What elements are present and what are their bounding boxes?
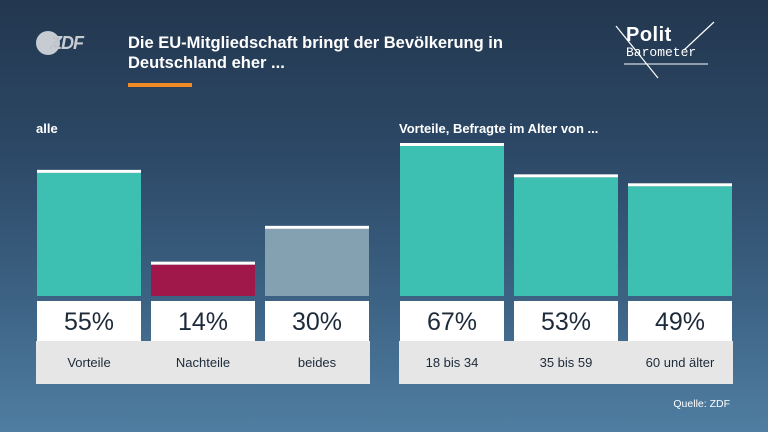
category-label-all-nachteile: Nachteile	[176, 355, 230, 370]
bar-cap-all-vorteile	[37, 169, 141, 173]
category-label-age-35-bis-59: 35 bis 59	[540, 355, 593, 370]
value-label-age-18-bis-34: 67%	[427, 308, 477, 336]
category-label-age-60-und-lter: 60 und älter	[646, 355, 715, 370]
value-box-age-18-bis-34	[400, 301, 504, 341]
group-label-age: Vorteile, Befragte im Alter von ...	[399, 121, 599, 136]
politbarometer-logo-line2: Barometer	[626, 45, 697, 60]
value-box-age-35-bis-59	[514, 301, 618, 341]
category-band-all	[36, 341, 370, 384]
bar-age-18-bis-34	[400, 146, 504, 296]
bar-all-vorteile	[37, 172, 141, 296]
title-accent-rule	[128, 83, 192, 87]
value-box-all-beides	[265, 301, 369, 341]
group-label-all: alle	[36, 121, 58, 136]
category-label-all-vorteile: Vorteile	[67, 355, 110, 370]
source-note: Quelle: ZDF	[673, 398, 730, 410]
bar-age-60-und-lter	[628, 186, 732, 296]
value-box-all-vorteile	[37, 301, 141, 341]
category-band-age	[399, 341, 733, 384]
value-label-all-nachteile: 14%	[178, 308, 228, 336]
zdf-logo-text: ZDF	[51, 32, 84, 53]
bar-all-beides	[265, 228, 369, 296]
value-label-all-beides: 30%	[292, 308, 342, 336]
politbarometer-logo-line1: Polit	[626, 24, 672, 46]
category-label-all-beides: beides	[298, 355, 337, 370]
bar-age-35-bis-59	[514, 177, 618, 296]
politbarometer-mark-icon	[615, 21, 715, 79]
value-label-age-35-bis-59: 53%	[541, 308, 591, 336]
bar-cap-age-35-bis-59	[514, 174, 618, 178]
zdf-logo: ZDF	[36, 31, 84, 55]
category-label-age-18-bis-34: 18 bis 34	[426, 355, 479, 370]
value-box-all-nachteile	[151, 301, 255, 341]
zdf-logo-circle-icon	[36, 31, 60, 55]
bar-cap-all-beides	[265, 225, 369, 229]
politbarometer-logo: Polit Barometer	[610, 20, 720, 80]
bar-cap-age-18-bis-34	[400, 143, 504, 146]
value-label-age-60-und-lter: 49%	[655, 308, 705, 336]
value-label-all-vorteile: 55%	[64, 308, 114, 336]
value-box-age-60-und-lter	[628, 301, 732, 341]
chart-title: Die EU-Mitgliedschaft bringt der Bevölke…	[128, 34, 503, 72]
bar-cap-age-60-und-lter	[628, 183, 732, 187]
bar-cap-all-nachteile	[151, 261, 255, 265]
bar-all-nachteile	[151, 264, 255, 296]
